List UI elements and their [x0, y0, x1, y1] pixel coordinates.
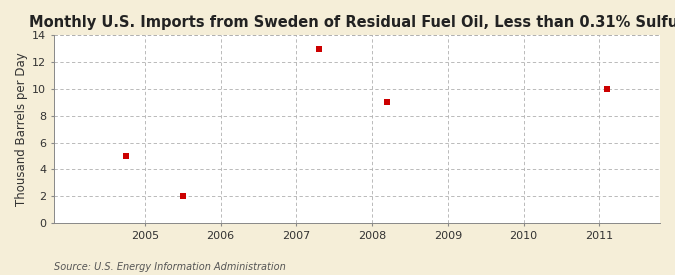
Title: Monthly U.S. Imports from Sweden of Residual Fuel Oil, Less than 0.31% Sulfur: Monthly U.S. Imports from Sweden of Resi…: [29, 15, 675, 30]
Y-axis label: Thousand Barrels per Day: Thousand Barrels per Day: [15, 52, 28, 206]
Text: Source: U.S. Energy Information Administration: Source: U.S. Energy Information Administ…: [54, 262, 286, 272]
